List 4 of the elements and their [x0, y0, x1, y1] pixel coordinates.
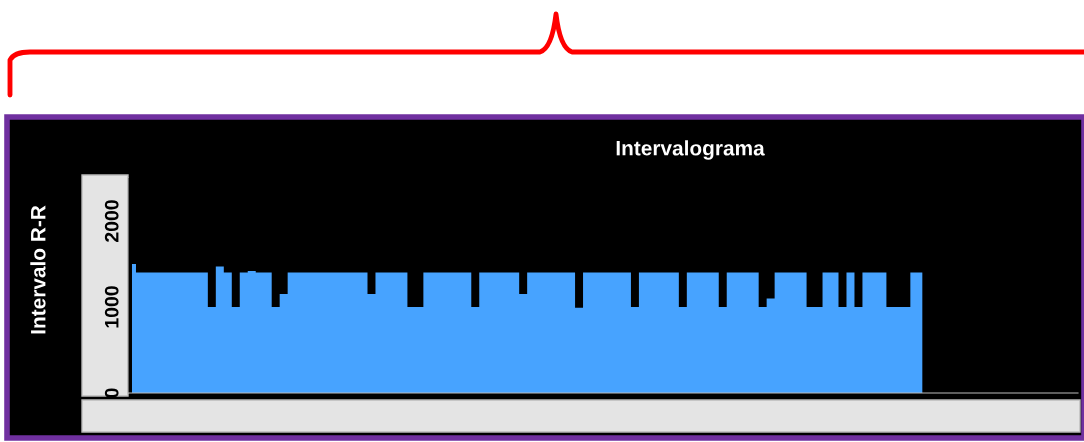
y-axis-title: Intervalo R-R — [30, 205, 46, 334]
chart-title: Intervalograma — [616, 140, 765, 160]
y-tick-label: 2000 — [104, 200, 119, 242]
y-tick-label: 1000 — [104, 286, 119, 328]
